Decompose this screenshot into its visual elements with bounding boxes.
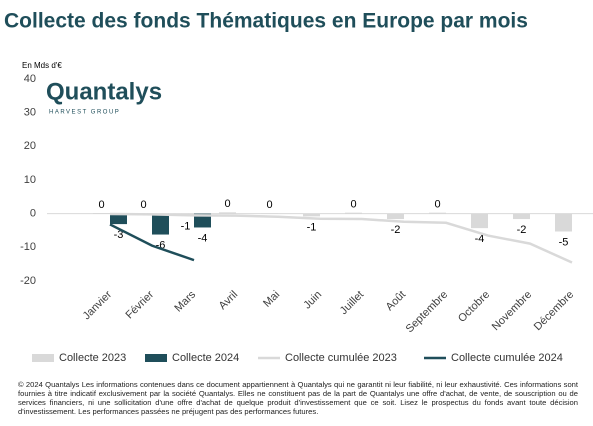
bar	[93, 212, 110, 214]
x-tick-label: Novembre	[490, 289, 534, 333]
logo: Quantalys	[46, 78, 162, 105]
legend-label: Collecte cumulée 2023	[285, 352, 397, 364]
legend-label: Collecte 2023	[59, 352, 126, 364]
data-label: 0	[98, 199, 104, 211]
x-tick-label: Avril	[217, 289, 240, 312]
bar	[555, 213, 572, 232]
x-tick-label: Janvier	[81, 288, 115, 322]
bar	[471, 213, 488, 229]
data-label: -2	[517, 224, 527, 236]
chart-title: Collecte des fonds Thématiques en Europe…	[4, 10, 528, 33]
logo-tagline: HARVEST GROUP	[49, 110, 120, 116]
line	[109, 223, 195, 262]
data-label: 0	[266, 199, 272, 211]
x-tick-label: Mai	[261, 289, 282, 310]
data-label: 0	[140, 199, 146, 211]
data-label: 0	[434, 199, 440, 211]
legend-swatch	[32, 354, 54, 362]
bar	[110, 213, 127, 225]
data-label: -5	[559, 236, 569, 248]
data-label: -2	[391, 224, 401, 236]
x-tick-label: Septembre	[404, 289, 451, 336]
x-tick-label: Juin	[301, 289, 324, 312]
bar	[152, 213, 169, 235]
legend-label: Collecte 2024	[172, 352, 239, 364]
data-label: -1	[181, 221, 191, 233]
x-tick-label: Juillet	[338, 289, 366, 317]
x-tick-label: Février	[123, 288, 156, 321]
y-tick-label: 20	[24, 140, 36, 152]
legend-label: Collecte cumulée 2024	[451, 352, 563, 364]
legend-swatch	[145, 354, 167, 362]
x-tick-label: Octobre	[456, 289, 492, 325]
x-tick-label: Août	[384, 289, 408, 313]
bar	[429, 212, 446, 214]
line	[109, 212, 573, 264]
y-tick-label: 10	[24, 174, 36, 186]
disclaimer: © 2024 Quantalys Les informations conten…	[18, 380, 578, 416]
bar	[513, 213, 530, 220]
data-label: -4	[475, 233, 485, 245]
data-label: 0	[350, 199, 356, 211]
data-label: 0	[224, 198, 230, 210]
bar	[194, 213, 211, 228]
y-tick-label: 0	[30, 208, 36, 220]
x-tick-label: Mars	[172, 288, 198, 314]
data-label: -1	[307, 221, 317, 233]
bar	[219, 212, 236, 214]
y-tick-label: -10	[20, 241, 36, 253]
y-tick-label: 40	[24, 73, 36, 85]
bar	[345, 212, 362, 214]
bar	[387, 213, 404, 220]
data-label: -4	[198, 232, 208, 244]
bar	[303, 213, 320, 217]
y-tick-label: 30	[24, 107, 36, 119]
data-label: -3	[114, 229, 124, 241]
y-axis-label: En Mds d'€	[22, 61, 62, 70]
data-label: -6	[156, 239, 166, 251]
y-tick-label: -20	[20, 275, 36, 287]
x-tick-label: Décembre	[532, 289, 576, 333]
